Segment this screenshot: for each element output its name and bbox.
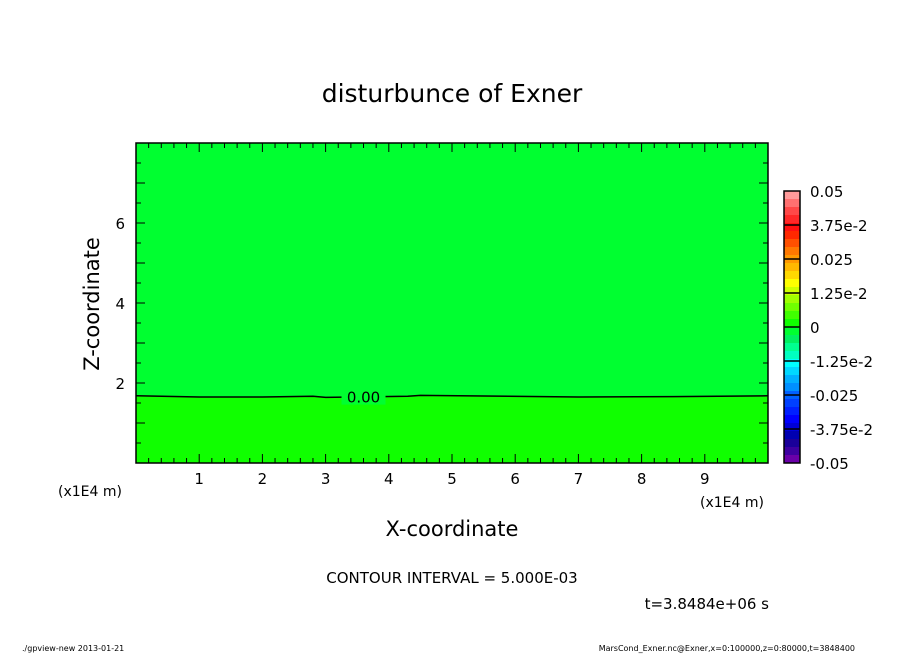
- colorbar-label: -1.25e-2: [810, 353, 873, 371]
- colorbar-swatch: [784, 447, 800, 456]
- colorbar-label: -3.75e-2: [810, 421, 873, 439]
- colorbar-swatch: [784, 367, 800, 376]
- colorbar-swatch: [784, 247, 800, 256]
- x-tick-label: 2: [258, 470, 268, 488]
- colorbar-swatch: [784, 231, 800, 240]
- x-tick-label: 7: [574, 470, 584, 488]
- colorbar-swatch: [784, 287, 800, 296]
- y-unit-label: (x1E4 m): [58, 484, 122, 500]
- contour-label-bg: [341, 388, 386, 405]
- colorbar-swatch: [784, 439, 800, 448]
- colorbar-swatch: [784, 399, 800, 408]
- colorbar-swatch: [784, 223, 800, 232]
- footer-left: ./gpview-new 2013-01-21: [22, 644, 124, 653]
- colorbar-label: 0.05: [810, 183, 843, 201]
- colorbar-swatch: [784, 351, 800, 360]
- x-tick-label: 4: [384, 470, 394, 488]
- x-tick-label: 5: [447, 470, 457, 488]
- colorbar-swatch: [784, 423, 800, 432]
- time-label: t=3.8484e+06 s: [645, 595, 770, 613]
- colorbar-swatch: [784, 311, 800, 320]
- colorbar-swatch: [784, 455, 800, 464]
- colorbar-label: -0.025: [810, 387, 858, 405]
- colorbar-swatch: [784, 407, 800, 416]
- y-axis-label: Z-coordinate: [80, 237, 104, 371]
- colorbar-swatch: [784, 199, 800, 208]
- colorbar-swatch: [784, 431, 800, 440]
- colorbar-label: 0.025: [810, 251, 853, 269]
- colorbar-swatch: [784, 263, 800, 272]
- plot-area: 0.00: [135, 143, 769, 463]
- colorbar-frame: [783, 190, 801, 464]
- colorbar-label: 1.25e-2: [810, 285, 868, 303]
- colorbar-swatch: [784, 303, 800, 312]
- region-positive: [136, 395, 768, 463]
- x-tick-label: 6: [510, 470, 520, 488]
- colorbar-swatch: [784, 295, 800, 304]
- y-tick-label: 4: [115, 295, 125, 313]
- x-tick-label: 1: [194, 470, 204, 488]
- colorbar-swatch: [784, 191, 800, 200]
- x-tick-label: 8: [637, 470, 647, 488]
- colorbar-swatch: [784, 359, 800, 368]
- colorbar-swatch: [784, 335, 800, 344]
- footer-right: MarsCond_Exner.nc@Exner,x=0:100000,z=0:8…: [599, 644, 855, 653]
- colorbar-swatch: [784, 383, 800, 392]
- colorbar-swatch: [784, 319, 800, 328]
- colorbar-swatch: [784, 375, 800, 384]
- colorbar-swatch: [784, 279, 800, 288]
- y-tick-label: 6: [115, 215, 125, 233]
- colorbar-swatch: [784, 271, 800, 280]
- chart-title: disturbunce of Exner: [322, 79, 583, 108]
- colorbar-swatch: [784, 327, 800, 336]
- colorbar-swatch: [784, 207, 800, 216]
- colorbar-swatch: [784, 415, 800, 424]
- colorbar-label: -0.05: [810, 455, 849, 473]
- colorbar-swatch: [784, 215, 800, 224]
- colorbar-swatch: [784, 239, 800, 248]
- x-tick-label: 3: [321, 470, 331, 488]
- x-tick-label: 9: [700, 470, 710, 488]
- colorbar: 0.05 3.75e-2 0.025 1.25e-2 0 -1.25e-2 -0.025 -3…: [783, 183, 873, 473]
- contour-interval-label: CONTOUR INTERVAL = 5.000E-03: [326, 569, 577, 587]
- axes: 1 2 3 4 5 6 7 8 9 2 4 6: [115, 142, 769, 488]
- colorbar-label: 3.75e-2: [810, 217, 868, 235]
- colorbar-label: 0: [810, 319, 820, 337]
- x-unit-label: (x1E4 m): [700, 495, 764, 511]
- y-tick-label: 2: [115, 375, 125, 393]
- x-axis-label: X-coordinate: [386, 517, 519, 541]
- contour-label: 0.00: [347, 389, 380, 407]
- colorbar-swatch: [784, 343, 800, 352]
